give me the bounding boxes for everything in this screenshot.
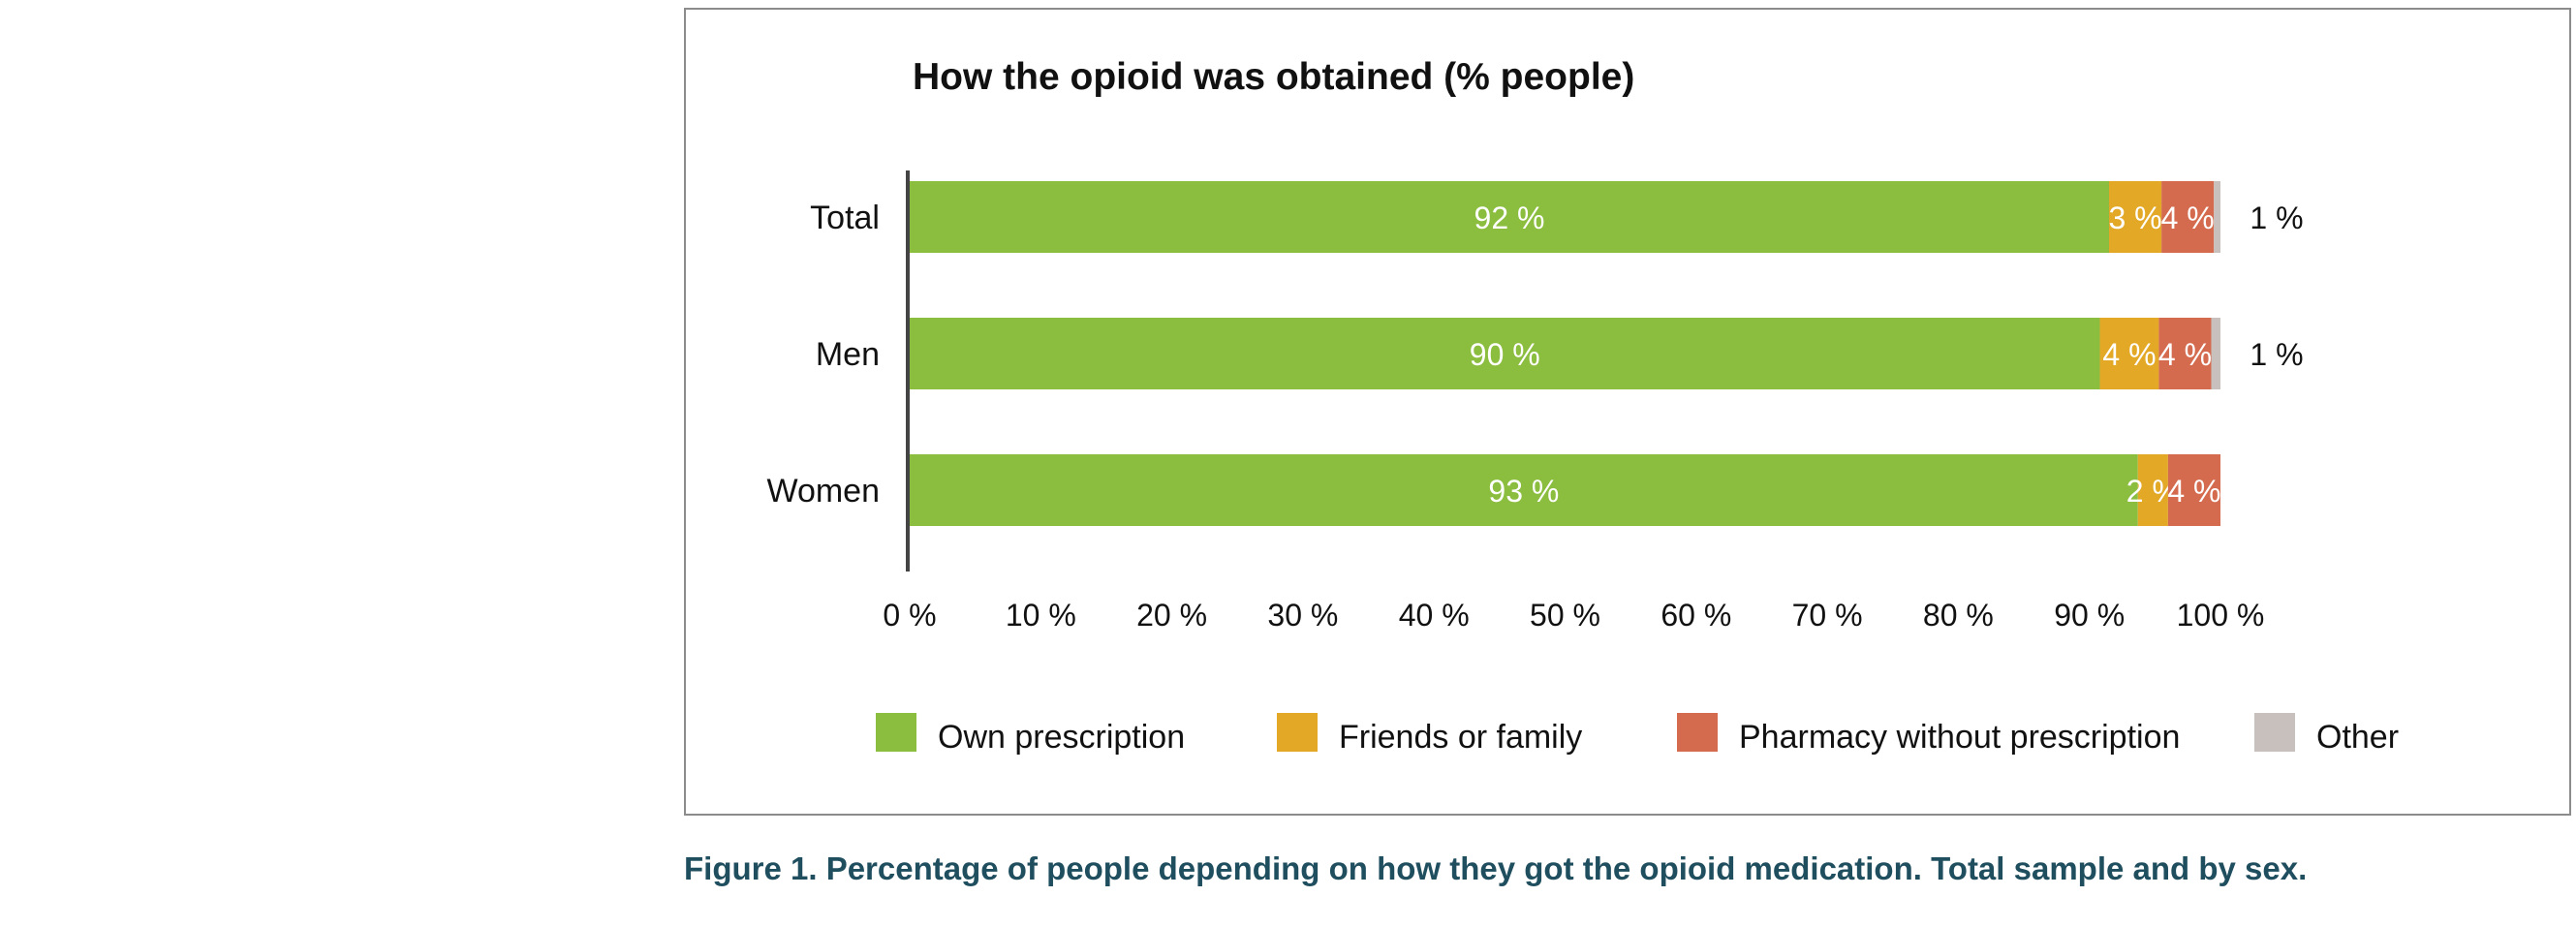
x-tick-label: 70 % [1792,598,1863,633]
data-label: 4 % [2102,337,2156,372]
x-tick-label: 50 % [1530,598,1600,633]
category-label: Men [816,336,880,373]
x-tick-label: 30 % [1267,598,1338,633]
legend-label: Own prescription [938,719,1185,756]
bar-segment [2099,318,2159,389]
x-tick-label: 40 % [1399,598,1470,633]
x-tick-label: 20 % [1136,598,1207,633]
legend-swatch [1277,713,1318,752]
x-tick-label: 100 % [2177,598,2265,633]
data-label: 3 % [2108,201,2161,235]
data-label: 1 % [2250,337,2303,372]
data-label: 93 % [1488,474,1559,509]
data-label: 90 % [1470,337,1540,372]
bar-segment [910,181,2109,253]
legend-swatch [2254,713,2295,752]
data-label: 4 % [2167,474,2220,509]
legend-label: Other [2316,719,2399,756]
legend-label: Friends or family [1339,719,1582,756]
category-label: Total [810,200,880,236]
data-label: 4 % [2158,337,2212,372]
data-label: 1 % [2250,201,2303,235]
x-tick-label: 0 % [883,598,936,633]
bar-segment [2137,454,2168,526]
data-label: 4 % [2161,201,2215,235]
bar-segment [910,454,2138,526]
chart-frame: How the opioid was obtained (% people) 9… [684,8,2571,816]
legend-swatch [876,713,916,752]
bar-segment [2167,454,2220,526]
bar-segment [2211,318,2220,389]
x-tick-label: 10 % [1006,598,1076,633]
legend-label: Pharmacy without prescription [1739,719,2180,756]
data-label: 92 % [1474,201,1545,235]
bar-segment [2108,181,2162,253]
bar-segment [2214,181,2220,253]
bar-segment [2161,181,2215,253]
x-tick-label: 80 % [1923,598,1994,633]
x-tick-label: 60 % [1660,598,1731,633]
figure-caption: Figure 1. Percentage of people depending… [684,850,2308,886]
x-tick-label: 90 % [2054,598,2125,633]
bar-segment [910,318,2100,389]
legend-swatch [1677,713,1718,752]
chart-title: How the opioid was obtained (% people) [913,56,1634,98]
stacked-bar-chart: How the opioid was obtained (% people) 9… [766,56,2399,756]
category-label: Women [766,473,880,510]
bar-segment [2158,318,2212,389]
